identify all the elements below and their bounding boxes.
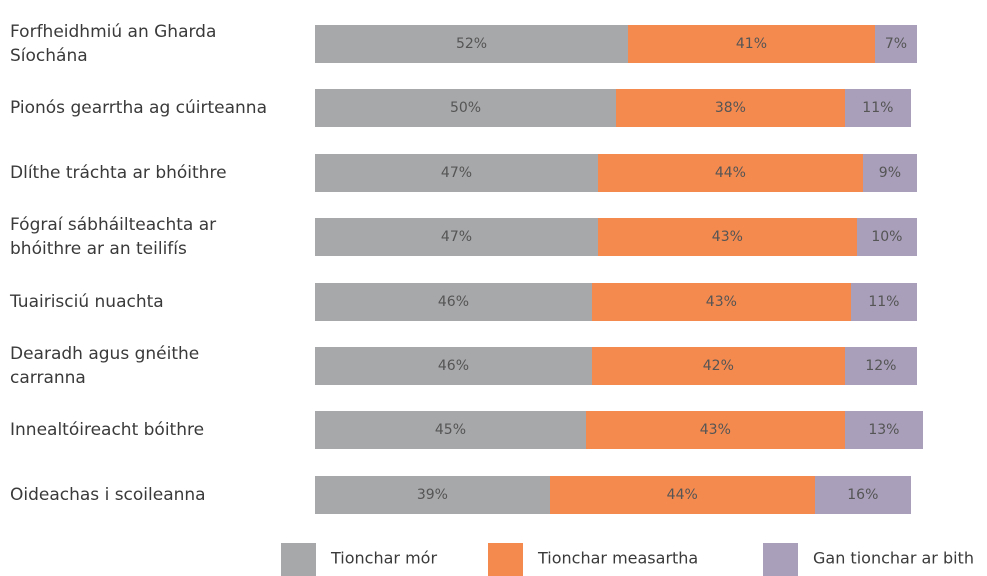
category-label: Dlíthe tráchta ar bhóithre: [10, 162, 227, 183]
bar-segment: [844, 89, 911, 128]
category-label: Dearadh agus gnéithe carranna: [10, 344, 200, 388]
legend-label: Tionchar mór: [331, 548, 438, 568]
bar-segment: [315, 89, 616, 128]
value-label: 39%: [416, 486, 448, 503]
bar-segment: [315, 347, 592, 385]
bar-segment: [315, 25, 629, 63]
value-label: 43%: [711, 229, 743, 246]
value-label: 43%: [705, 293, 737, 310]
bar-segment: [844, 347, 917, 385]
bar-segment: [814, 475, 911, 514]
value-label: 44%: [714, 164, 746, 181]
legend-label: Gan tionchar ar bith: [813, 548, 974, 568]
category-label: Tuairisciú nuachta: [10, 291, 164, 312]
bar-segment: [862, 153, 917, 192]
value-label: 38%: [714, 100, 746, 117]
bar-segment: [616, 89, 845, 128]
value-label: 47%: [440, 229, 473, 246]
bar-segment: [597, 153, 863, 192]
value-label: 42%: [702, 358, 734, 374]
category-label: Oideachas i scoileanna: [10, 484, 206, 505]
bar-segment: [874, 25, 917, 63]
value-label: 47%: [440, 164, 473, 181]
value-label: 45%: [434, 422, 466, 439]
bar-segment: [549, 475, 815, 514]
category-label: Forfheidhmiú an Gharda Síochána: [10, 22, 217, 66]
value-label: 46%: [437, 358, 470, 374]
bar-segment: [315, 411, 586, 450]
value-label: 10%: [871, 229, 903, 246]
value-label: 13%: [868, 422, 900, 439]
legend-label: Tionchar measartha: [538, 548, 699, 568]
value-label: 44%: [666, 486, 698, 503]
bar-segment: [315, 153, 598, 192]
bar-segment: [315, 218, 598, 257]
bar-segment: [628, 25, 875, 63]
category-label: Innealtóireacht bóithre: [10, 420, 205, 441]
bar-segment: [597, 218, 857, 257]
value-label: 12%: [865, 358, 897, 374]
value-label: 50%: [449, 100, 482, 117]
bar-segment: [844, 411, 923, 450]
bar-segment: [315, 475, 550, 514]
value-label: 11%: [868, 293, 900, 310]
legend-swatch: [763, 543, 798, 576]
value-label: 41%: [735, 36, 767, 52]
value-label: 16%: [847, 486, 879, 503]
value-label: 7%: [884, 36, 908, 52]
value-label: 9%: [878, 164, 902, 181]
category-label: Pionós gearrtha ag cúirteanna: [10, 98, 268, 119]
bar-segment: [850, 282, 917, 321]
value-label: 11%: [862, 100, 894, 117]
value-label: 52%: [455, 36, 488, 52]
bar-segment: [585, 411, 845, 450]
value-label: 43%: [699, 422, 731, 439]
bar-segment: [856, 218, 917, 257]
category-label: Fógraí sábháilteachta ar bhóithre ar an …: [10, 215, 217, 260]
value-label: 46%: [437, 293, 470, 310]
bar-segment: [591, 347, 845, 385]
bar-segment: [591, 282, 851, 321]
legend-swatch: [488, 543, 523, 576]
bar-segment: [315, 282, 592, 321]
legend-swatch: [281, 543, 316, 576]
